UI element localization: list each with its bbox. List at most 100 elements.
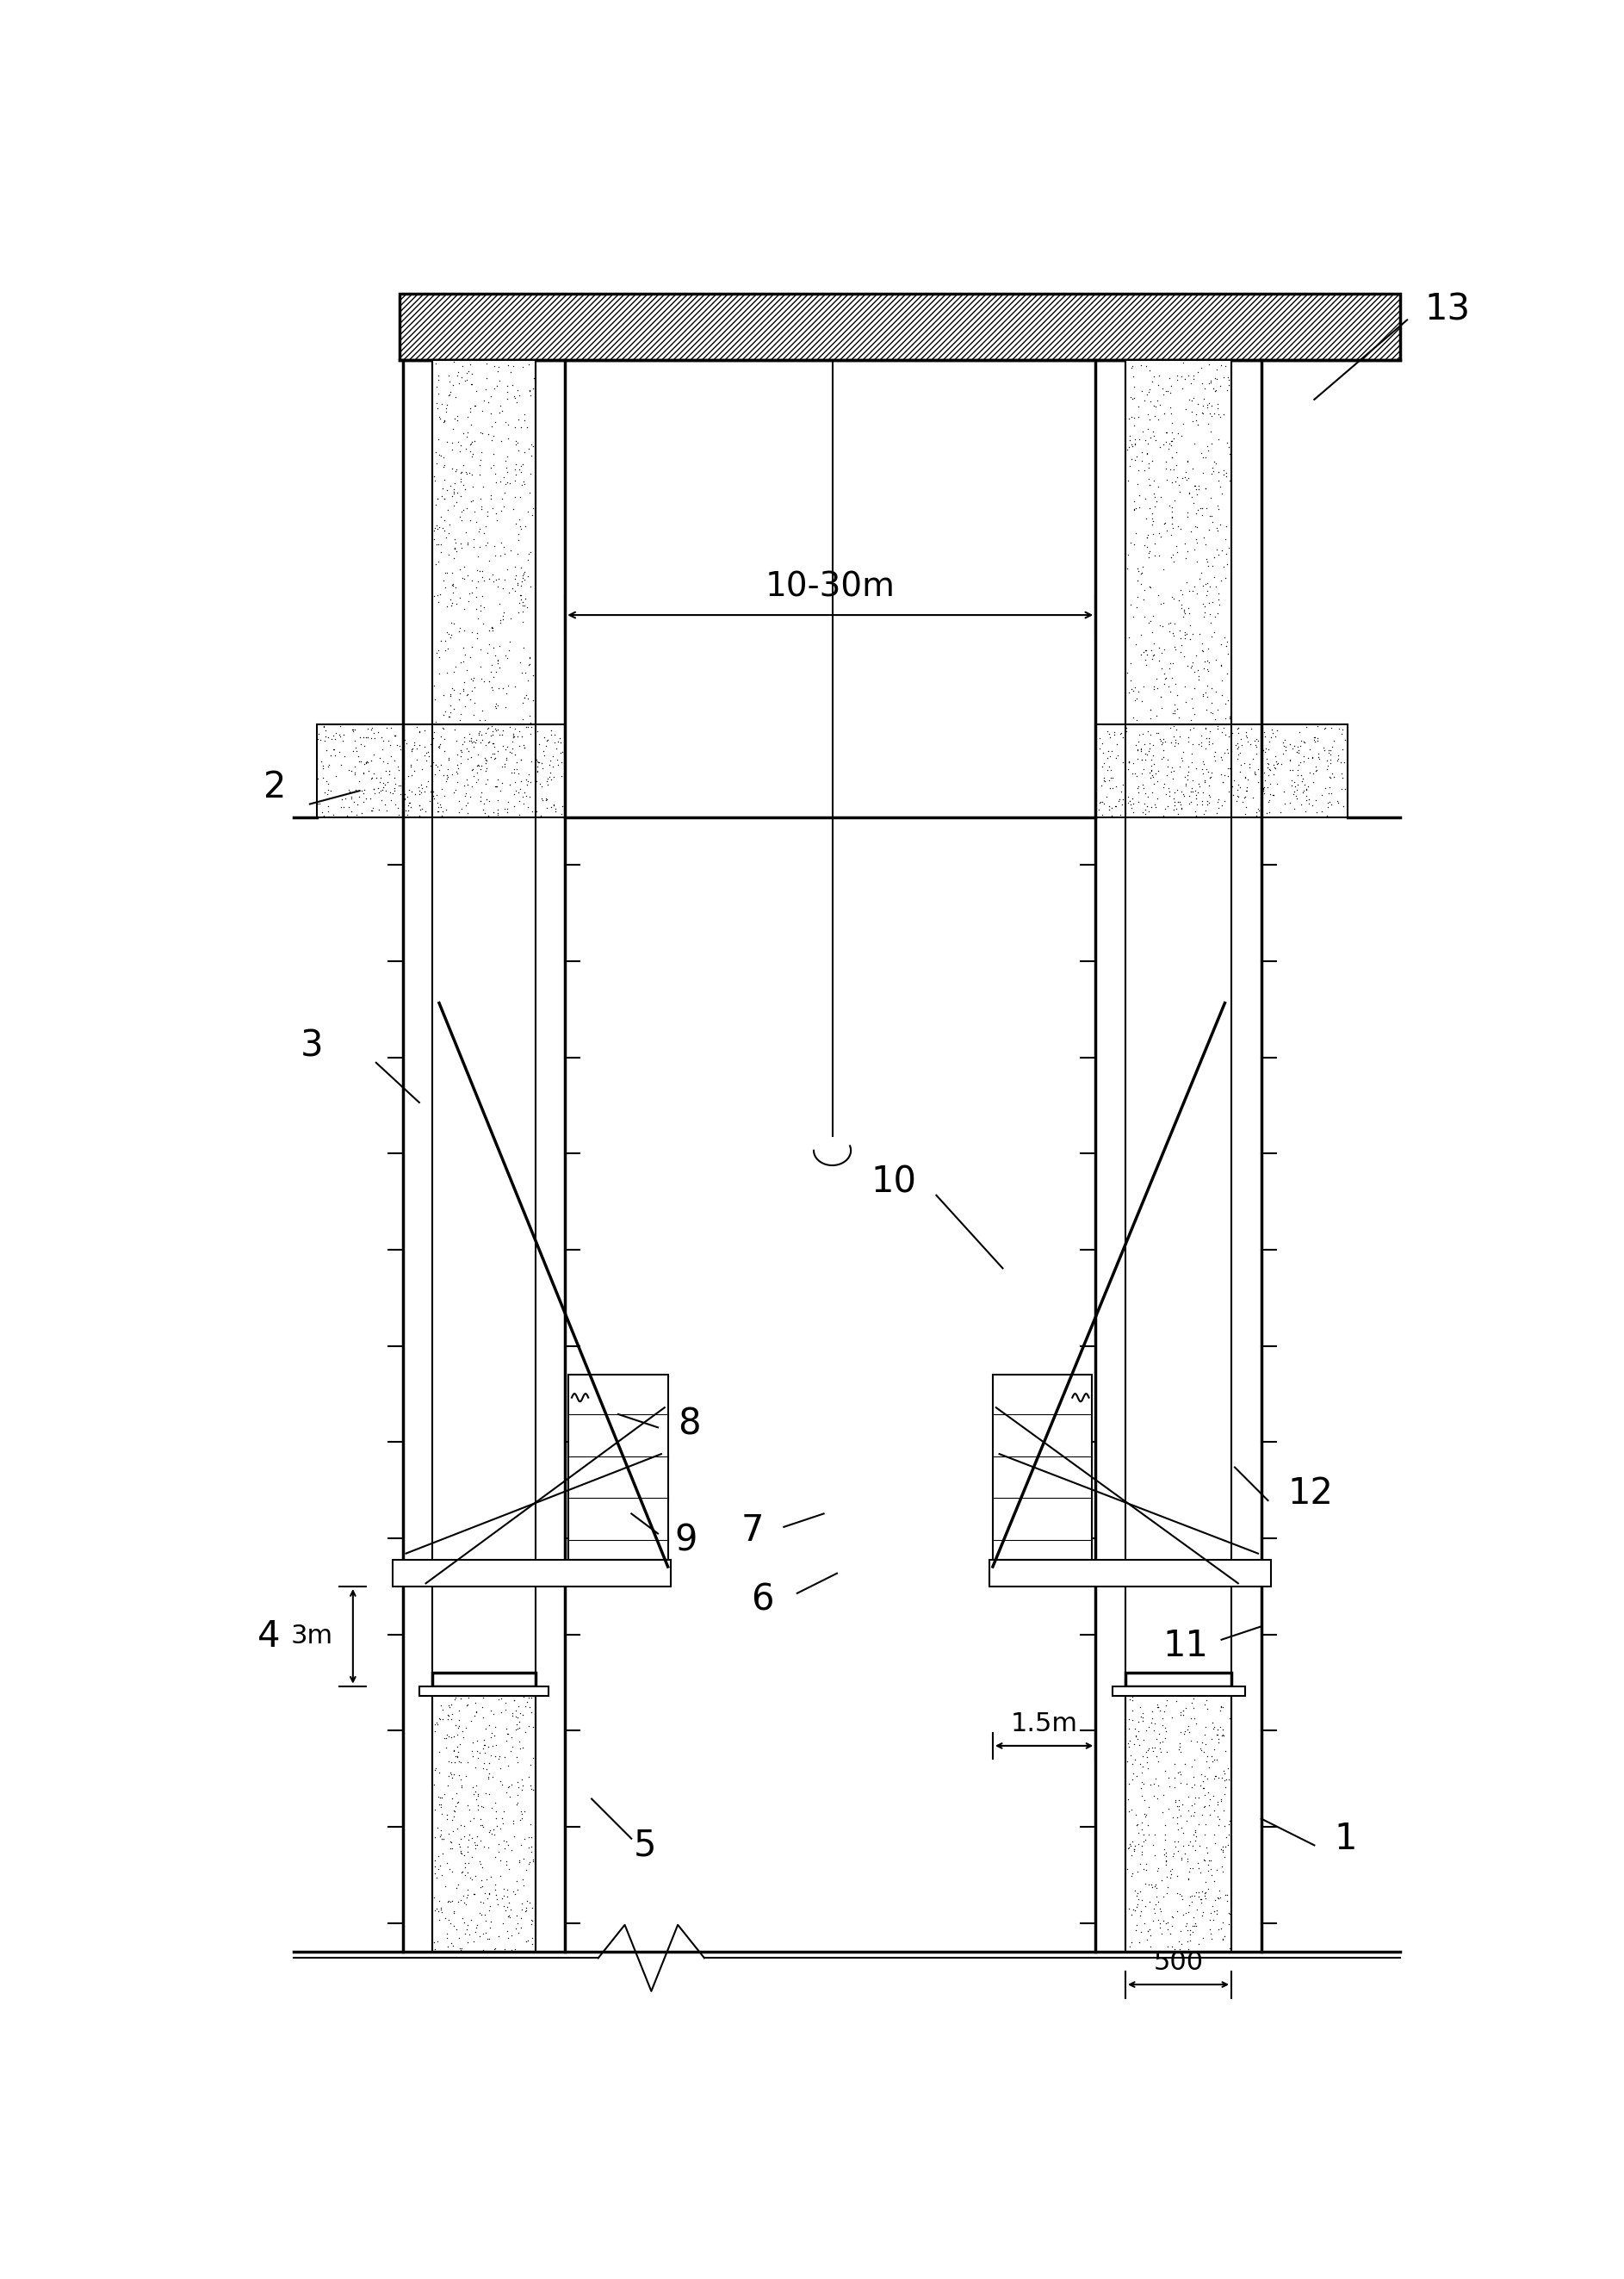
Point	[1319, 775, 1345, 811]
Point	[1200, 725, 1226, 761]
Point	[1179, 1787, 1205, 1823]
Point	[1114, 536, 1140, 572]
Point	[1186, 1851, 1212, 1887]
Point	[359, 793, 385, 830]
Point	[1246, 791, 1272, 827]
Point	[435, 358, 461, 394]
Point	[395, 789, 421, 825]
Point	[448, 479, 474, 515]
Point	[328, 789, 354, 825]
Point	[1174, 358, 1200, 394]
Point	[310, 759, 336, 795]
Point	[464, 1825, 490, 1862]
Point	[1140, 759, 1166, 795]
Point	[351, 718, 377, 754]
Point	[508, 447, 534, 483]
Point	[482, 688, 508, 725]
Point	[1114, 1851, 1140, 1887]
Point	[487, 538, 513, 574]
Point	[445, 1734, 471, 1771]
Point	[1125, 1805, 1151, 1841]
Point	[463, 1769, 489, 1805]
Point	[437, 374, 463, 410]
Point	[1140, 1828, 1166, 1864]
Point	[487, 424, 513, 460]
Point	[1129, 1837, 1155, 1873]
Point	[1194, 577, 1220, 613]
Point	[471, 1698, 497, 1734]
Point	[464, 754, 490, 791]
Point	[473, 766, 499, 802]
Point	[1168, 358, 1194, 394]
Point	[443, 1737, 469, 1773]
Point	[1187, 768, 1213, 804]
Point	[430, 481, 456, 517]
Point	[1119, 1746, 1145, 1782]
Point	[309, 793, 335, 830]
Point	[1317, 759, 1343, 795]
Point	[1125, 465, 1151, 501]
Point	[438, 1830, 464, 1867]
Point	[476, 1759, 502, 1796]
Point	[1173, 524, 1199, 561]
Point	[1179, 1769, 1205, 1805]
Point	[1315, 789, 1341, 825]
Point	[1153, 775, 1179, 811]
Point	[425, 1778, 451, 1814]
Point	[427, 508, 453, 545]
Point	[453, 761, 479, 798]
Point	[507, 798, 533, 834]
Point	[1140, 1732, 1166, 1769]
Point	[1208, 786, 1234, 823]
Point	[489, 1805, 515, 1841]
Point	[507, 1841, 533, 1878]
Point	[1179, 1828, 1205, 1864]
Point	[1315, 784, 1341, 820]
Point	[1148, 1734, 1174, 1771]
Point	[404, 729, 430, 766]
Point	[445, 782, 471, 818]
Point	[1095, 738, 1121, 775]
Point	[481, 1812, 507, 1848]
Point	[1285, 734, 1311, 770]
Point	[508, 1828, 534, 1864]
Point	[1186, 1878, 1212, 1914]
Point	[508, 549, 534, 586]
Point	[1194, 752, 1220, 789]
Point	[508, 1892, 534, 1928]
Point	[1156, 613, 1182, 650]
Point	[1190, 586, 1216, 622]
Point	[429, 1780, 455, 1816]
Point	[427, 1848, 453, 1885]
Point	[492, 403, 518, 440]
Point	[1168, 791, 1194, 827]
Point	[479, 713, 505, 750]
Point	[516, 536, 542, 572]
Point	[1255, 768, 1281, 804]
Point	[341, 748, 367, 784]
Point	[520, 369, 546, 406]
Point	[1195, 784, 1221, 820]
Point	[1208, 1718, 1234, 1755]
Point	[1293, 770, 1319, 807]
Point	[486, 1741, 512, 1778]
Point	[1190, 1762, 1216, 1798]
Point	[495, 1769, 521, 1805]
Point	[481, 1696, 507, 1732]
Point	[1252, 775, 1278, 811]
Point	[486, 353, 512, 390]
Point	[1143, 483, 1169, 520]
Point	[1203, 1853, 1229, 1889]
Point	[1244, 720, 1270, 757]
Point	[435, 1677, 461, 1714]
Point	[318, 720, 344, 757]
Point	[469, 467, 495, 504]
Point	[1207, 1709, 1233, 1746]
Point	[458, 661, 484, 697]
Point	[508, 741, 534, 777]
Point	[1212, 716, 1237, 752]
Point	[430, 510, 456, 547]
Point	[1202, 597, 1228, 634]
Point	[482, 1784, 508, 1821]
Point	[1173, 766, 1199, 802]
